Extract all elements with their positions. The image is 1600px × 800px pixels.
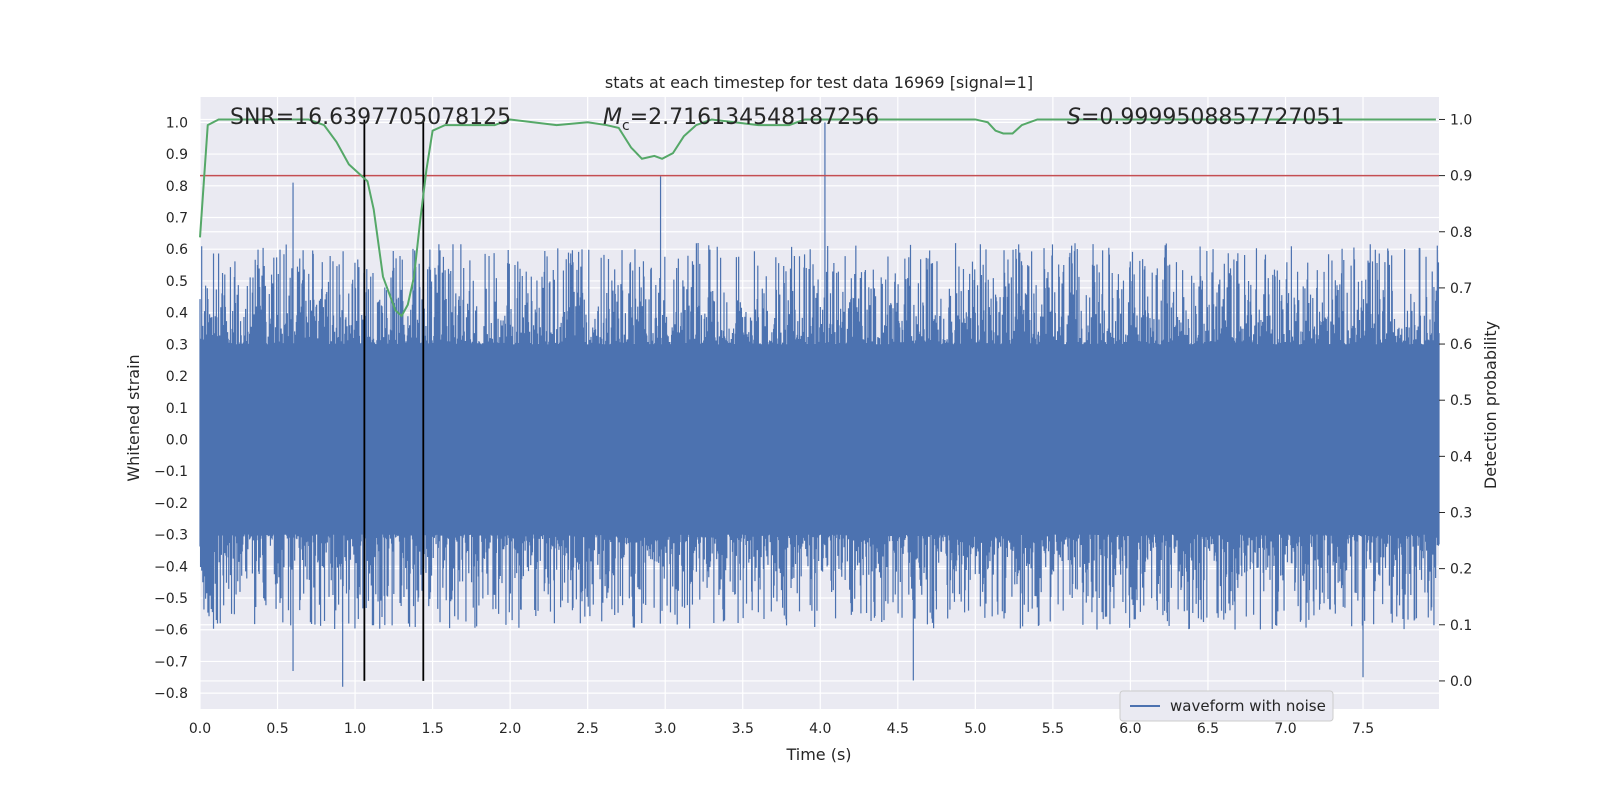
y2-tick-label: 0.8 (1450, 225, 1472, 241)
x-tick-label: 1.0 (344, 721, 366, 737)
strain-core-band (200, 350, 1439, 522)
y2-tick-label: 0.6 (1450, 337, 1472, 353)
legend-box (1119, 690, 1334, 722)
y-tick-label: −0.6 (154, 623, 188, 639)
y-tick-label: 1.0 (166, 115, 188, 131)
y2-tick-label: 1.0 (1450, 112, 1472, 128)
y-tick-label: −0.2 (154, 496, 188, 512)
x-tick-label: 5.0 (964, 721, 986, 737)
y-tick-label: 0.4 (166, 306, 188, 322)
y2-tick-label: 0.1 (1450, 618, 1472, 634)
x-axis-label: Time (s) (785, 745, 851, 764)
y2-tick-label: 0.2 (1450, 562, 1472, 578)
x-tick-label: 7.5 (1352, 721, 1374, 737)
y2-tick-label: 0.7 (1450, 281, 1472, 297)
y-tick-label: 0.0 (166, 432, 188, 448)
y-tick-label: −0.1 (154, 464, 188, 480)
chirp-mass-annotation: Mc=2.716134548187256 (603, 105, 879, 134)
y-tick-label: 0.3 (166, 337, 188, 353)
x-tick-label: 4.5 (887, 721, 909, 737)
x-tick-label: 3.5 (732, 721, 754, 737)
y-tick-label: 0.9 (166, 147, 188, 163)
chart-title: stats at each timestep for test data 169… (605, 73, 1033, 92)
x-tick-label: 3.0 (654, 721, 676, 737)
y2-tick-label: 0.4 (1450, 449, 1472, 465)
x-tick-label: 7.0 (1274, 721, 1296, 737)
legend: waveform with noise (1119, 690, 1334, 722)
y-tick-label: −0.7 (154, 654, 188, 670)
y-tick-label: −0.5 (154, 591, 188, 607)
x-tick-label: 4.0 (809, 721, 831, 737)
x-tick-label: 2.5 (577, 721, 599, 737)
y-tick-label: 0.5 (166, 274, 188, 290)
y-tick-label: 0.7 (166, 210, 188, 226)
x-tick-label: 0.0 (189, 721, 211, 737)
axes: 0.0 0.5 1.0 1.5 2.0 2.5 3.0 3.5 4.0 4.5 5.0 5.5 6.0 6… (154, 112, 1472, 737)
s-annotation: S=0.9999508857727051 (1067, 105, 1344, 130)
overlay-series (199, 118, 1439, 681)
x-tick-label: 0.5 (266, 721, 288, 737)
y-tick-label: 0.6 (166, 242, 188, 258)
strain-series (199, 122, 1440, 687)
x-tick-label: 5.5 (1042, 721, 1064, 737)
x-tick-label: 6.5 (1197, 721, 1219, 737)
y2-tick-label: 0.3 (1450, 505, 1472, 521)
y2-axis-label: Detection probability (1481, 321, 1500, 489)
y-tick-label: −0.3 (154, 528, 188, 544)
y-tick-label: −0.8 (154, 686, 188, 702)
y-tick-label: −0.4 (154, 559, 188, 575)
y2-tick-label: 0.9 (1450, 169, 1472, 185)
snr-annotation: SNR=16.6397705078125 (230, 105, 511, 130)
detection-probability-line (199, 118, 1436, 318)
y-tick-label: 0.2 (166, 369, 188, 385)
y-axis-label: Whitened strain (124, 354, 143, 481)
x-tick-label: 6.0 (1119, 721, 1141, 737)
y-tick-label: 0.1 (166, 401, 188, 417)
x-tick-label: 2.0 (499, 721, 521, 737)
y-tick-label: 0.8 (166, 179, 188, 195)
x-tick-label: 1.5 (421, 721, 443, 737)
y2-tick-label: 0.5 (1450, 393, 1472, 409)
legend-label: waveform with noise (1170, 697, 1326, 715)
y2-tick-label: 0.0 (1450, 674, 1472, 690)
